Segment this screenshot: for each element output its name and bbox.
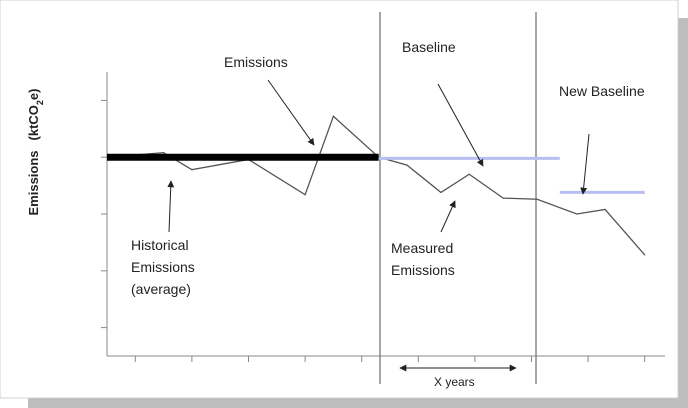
x-tick-group (134, 356, 646, 362)
emissions-point-14 (644, 254, 646, 256)
historical-arrow (167, 180, 175, 233)
chart-frame (0, 0, 679, 399)
emissions-point-2 (191, 169, 193, 171)
emissions-point-1 (163, 152, 165, 154)
emissions-arrow (267, 79, 315, 146)
new-baseline-arrow (580, 133, 590, 195)
y-axis-label: Emissions(ktCO2e) (26, 89, 45, 216)
emissions-annotation: Emissions (224, 54, 288, 70)
baseline-arrow (437, 83, 484, 167)
emissions-point-7 (406, 164, 408, 166)
measured-arrow (440, 200, 456, 233)
y-tick-group (101, 99, 107, 329)
emissions-point-8 (440, 191, 442, 194)
new-baseline-annotation: New Baseline (559, 83, 645, 99)
baseline-annotation: Baseline (402, 39, 456, 55)
emissions-point-12 (576, 213, 578, 215)
emissions-point-10 (502, 197, 504, 199)
x-years-annotation: X years (434, 375, 475, 389)
emissions-point-4 (304, 194, 306, 196)
emissions-point-13 (604, 208, 606, 211)
emissions-point-5 (332, 115, 334, 117)
measured-annotation: Measured Emissions (391, 240, 457, 278)
historical-annotation: Historical Emissions (average) (131, 237, 199, 297)
emissions-point-9 (468, 173, 470, 175)
emissions-point-11 (536, 198, 538, 200)
